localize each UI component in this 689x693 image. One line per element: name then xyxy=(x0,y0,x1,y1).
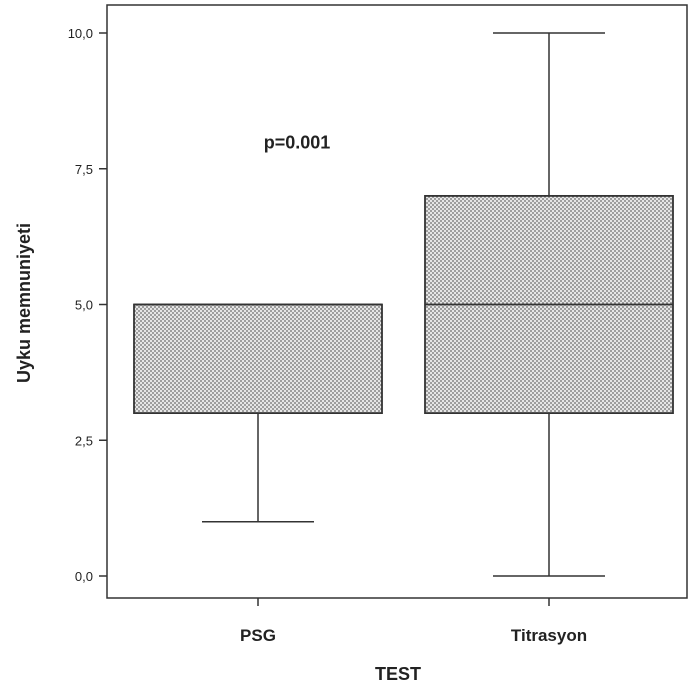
y-axis: 0,0 2,5 5,0 7,5 10,0 xyxy=(68,26,107,584)
y-tick-label: 0,0 xyxy=(75,569,93,584)
x-axis-title: TEST xyxy=(375,664,421,684)
x-tick-label: Titrasyon xyxy=(511,626,587,645)
y-tick-label: 7,5 xyxy=(75,162,93,177)
y-tick-label: 2,5 xyxy=(75,433,93,448)
plot-frame xyxy=(106,4,688,599)
box-series xyxy=(133,32,674,577)
p-value-annotation: p=0.001 xyxy=(264,133,331,153)
box-body xyxy=(133,303,383,414)
box-psg xyxy=(133,303,383,523)
box-titrasyon xyxy=(424,32,674,577)
y-axis-title: Uyku memnuniyeti xyxy=(14,223,34,383)
x-axis: PSG Titrasyon xyxy=(240,598,587,645)
y-tick-label: 10,0 xyxy=(68,26,93,41)
y-tick-label: 5,0 xyxy=(75,298,93,313)
x-tick-label: PSG xyxy=(240,626,276,645)
